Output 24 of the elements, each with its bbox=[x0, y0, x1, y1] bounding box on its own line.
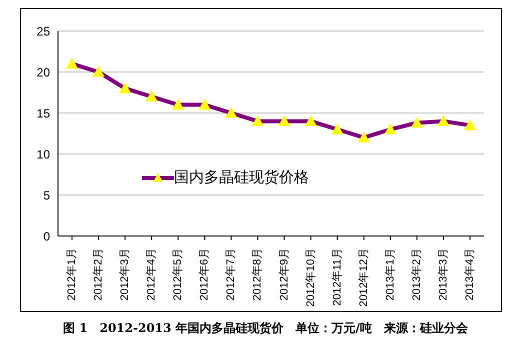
x-tick-label: 2012年12月 bbox=[358, 248, 370, 307]
legend-label: 国内多晶硅现货价格 bbox=[174, 168, 309, 187]
x-tick-label: 2012年11月 bbox=[331, 248, 344, 306]
y-tick-label: 0 bbox=[43, 229, 50, 244]
x-tick-label: 2012年5月 bbox=[172, 248, 184, 301]
x-tick-label: 2012年10月 bbox=[304, 248, 317, 307]
y-tick-label: 25 bbox=[36, 24, 50, 38]
x-tick-label: 2012年2月 bbox=[92, 248, 105, 301]
y-tick-label: 10 bbox=[36, 147, 50, 162]
x-tick-label: 2012年9月 bbox=[278, 248, 290, 301]
x-tick-label: 2013年4月 bbox=[464, 248, 476, 301]
y-tick-label: 20 bbox=[36, 65, 50, 80]
x-tick-label: 2012年1月 bbox=[66, 248, 78, 301]
x-tick-label: 2013年1月 bbox=[384, 248, 396, 301]
x-tick-label: 2012年3月 bbox=[119, 248, 132, 301]
x-tick-label: 2013年2月 bbox=[410, 248, 423, 301]
x-tick-label: 2013年3月 bbox=[437, 248, 450, 301]
x-tick-label: 2012年4月 bbox=[146, 248, 158, 301]
x-tick-label: 2012年7月 bbox=[225, 248, 238, 301]
y-tick-label: 5 bbox=[43, 188, 50, 202]
x-tick-label: 2012年8月 bbox=[252, 248, 264, 301]
caption: 图 1 2012-2013 年国内多晶硅现货价 单位：万元/吨 来源：硅业分会 bbox=[62, 320, 469, 337]
y-tick-label: 15 bbox=[36, 106, 50, 120]
x-tick-label: 2012年6月 bbox=[198, 248, 211, 301]
